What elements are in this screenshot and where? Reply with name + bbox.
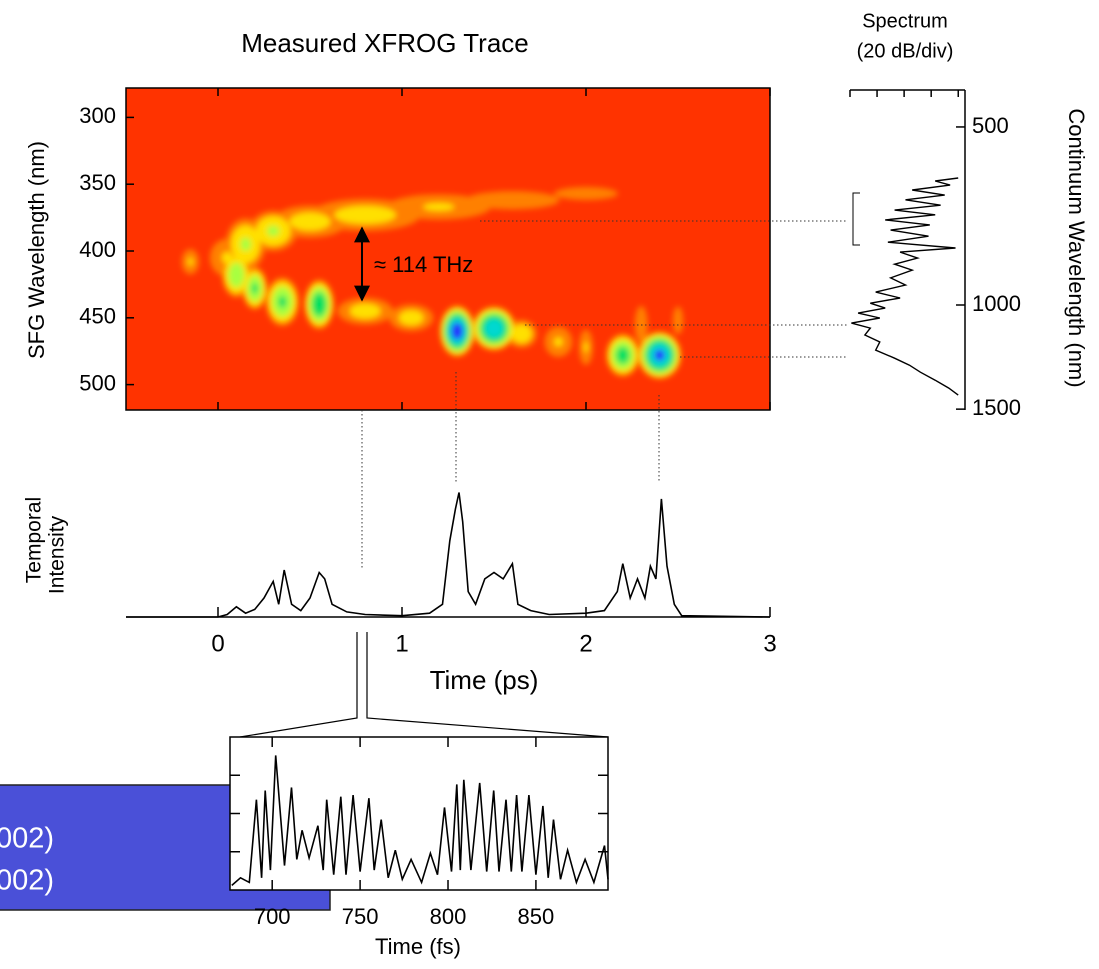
spectrum-line bbox=[851, 177, 959, 396]
chart-title: Measured XFROG Trace bbox=[241, 28, 529, 58]
heatmap-spot bbox=[312, 292, 327, 317]
heatmap-spot bbox=[465, 191, 560, 210]
heatmap-spot bbox=[187, 257, 194, 266]
heatmap-spot bbox=[511, 324, 532, 344]
y-tick-label: 500 bbox=[79, 370, 116, 395]
heatmap-panel bbox=[126, 88, 770, 410]
heatmap-spot bbox=[634, 305, 648, 344]
heatmap-spot bbox=[289, 212, 331, 231]
x-tick-label: 2 bbox=[579, 630, 592, 657]
data-line bbox=[231, 755, 609, 887]
heatmap-spot bbox=[554, 337, 563, 347]
heatmap-spot bbox=[451, 322, 464, 340]
heatmap-spot bbox=[278, 295, 287, 308]
heatmap-spot bbox=[398, 310, 424, 326]
y-tick-label: 1500 bbox=[972, 395, 1021, 420]
heatmap-spot bbox=[654, 349, 665, 361]
y-axis-label: Temporal bbox=[23, 497, 46, 583]
x-tick-label: 850 bbox=[518, 904, 555, 929]
y-tick-label: 300 bbox=[79, 103, 116, 128]
y-tick-label: 450 bbox=[79, 304, 116, 329]
x-axis-label: Time (fs) bbox=[375, 934, 461, 959]
spectrum-title: (20 dB/div) bbox=[857, 40, 954, 62]
heatmap-spot bbox=[423, 203, 455, 211]
x-tick-label: 700 bbox=[254, 904, 291, 929]
heatmap-spot bbox=[266, 225, 280, 237]
heatmap-spot bbox=[583, 341, 589, 353]
heatmap-spot bbox=[554, 187, 618, 201]
box-text: 002) bbox=[0, 865, 54, 897]
heatmap-frame bbox=[125, 87, 771, 411]
box-text: 002) bbox=[0, 823, 54, 855]
x-tick-label: 1 bbox=[395, 630, 408, 657]
heatmap-spots bbox=[181, 187, 684, 380]
heatmap-spot bbox=[251, 283, 258, 294]
x-tick-label: 0 bbox=[211, 630, 224, 657]
x-tick-label: 3 bbox=[763, 630, 776, 657]
heatmap-spot bbox=[240, 237, 251, 252]
heatmap-spot bbox=[349, 303, 381, 319]
x-tick-label: 750 bbox=[342, 904, 379, 929]
y-tick-label: 400 bbox=[79, 237, 116, 262]
inset-frame bbox=[229, 736, 609, 891]
y-axis-label: Intensity bbox=[46, 515, 69, 594]
x-tick-label: 800 bbox=[430, 904, 467, 929]
heatmap-spot bbox=[484, 318, 504, 339]
y-tick-label: 500 bbox=[972, 113, 1009, 138]
data-line bbox=[126, 492, 771, 618]
x-axis-label: Time (ps) bbox=[430, 665, 539, 695]
spectrum-title: Spectrum bbox=[862, 10, 948, 32]
heatmap-spot bbox=[672, 306, 684, 335]
annotation: ≈ 114 THz bbox=[374, 252, 473, 277]
guide-lines bbox=[239, 192, 860, 738]
heatmap-spot bbox=[334, 205, 396, 224]
heatmap-spot bbox=[228, 262, 245, 288]
y-axis-label: Continuum Wavelength (nm) bbox=[1064, 108, 1089, 387]
y-tick-label: 1000 bbox=[972, 291, 1021, 316]
y-tick-label: 350 bbox=[79, 170, 116, 195]
heatmap-spot bbox=[616, 346, 630, 364]
y-axis-label: SFG Wavelength (nm) bbox=[24, 141, 49, 359]
